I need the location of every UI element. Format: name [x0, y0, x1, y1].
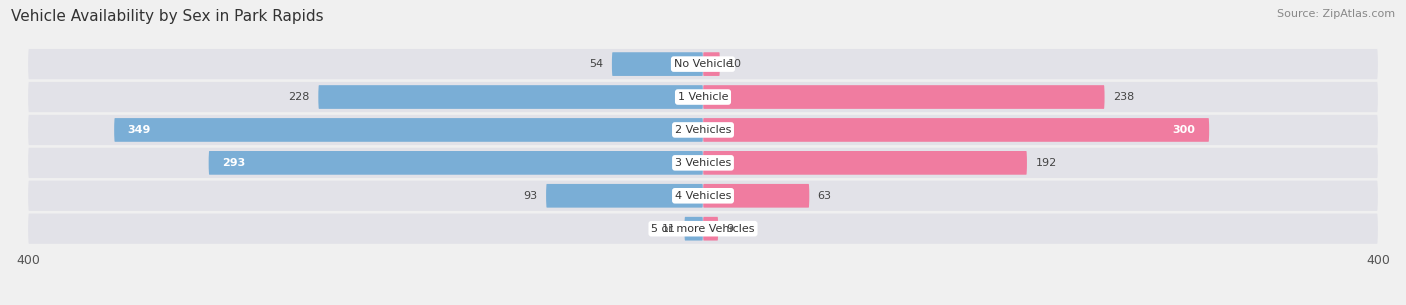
Text: 293: 293 [222, 158, 246, 168]
FancyBboxPatch shape [28, 115, 1378, 145]
FancyBboxPatch shape [208, 151, 703, 175]
Text: 349: 349 [128, 125, 150, 135]
FancyBboxPatch shape [28, 148, 1378, 178]
FancyBboxPatch shape [703, 217, 718, 241]
Text: 2 Vehicles: 2 Vehicles [675, 125, 731, 135]
FancyBboxPatch shape [703, 52, 720, 76]
Text: 5 or more Vehicles: 5 or more Vehicles [651, 224, 755, 234]
Text: 10: 10 [728, 59, 742, 69]
Text: 300: 300 [1173, 125, 1195, 135]
FancyBboxPatch shape [28, 181, 1378, 211]
FancyBboxPatch shape [703, 151, 1026, 175]
Text: Vehicle Availability by Sex in Park Rapids: Vehicle Availability by Sex in Park Rapi… [11, 9, 323, 24]
Text: No Vehicle: No Vehicle [673, 59, 733, 69]
FancyBboxPatch shape [28, 49, 1378, 79]
Text: Source: ZipAtlas.com: Source: ZipAtlas.com [1277, 9, 1395, 19]
Text: 1 Vehicle: 1 Vehicle [678, 92, 728, 102]
FancyBboxPatch shape [703, 85, 1105, 109]
Text: 238: 238 [1114, 92, 1135, 102]
Text: 11: 11 [662, 224, 676, 234]
FancyBboxPatch shape [318, 85, 703, 109]
FancyBboxPatch shape [703, 184, 810, 208]
FancyBboxPatch shape [546, 184, 703, 208]
Text: 4 Vehicles: 4 Vehicles [675, 191, 731, 201]
Text: 9: 9 [727, 224, 734, 234]
Text: 3 Vehicles: 3 Vehicles [675, 158, 731, 168]
FancyBboxPatch shape [685, 217, 703, 241]
Text: 93: 93 [523, 191, 537, 201]
FancyBboxPatch shape [28, 82, 1378, 112]
Text: 228: 228 [288, 92, 309, 102]
Text: 192: 192 [1035, 158, 1057, 168]
FancyBboxPatch shape [612, 52, 703, 76]
FancyBboxPatch shape [703, 118, 1209, 142]
Text: 63: 63 [818, 191, 832, 201]
Text: 54: 54 [589, 59, 603, 69]
FancyBboxPatch shape [114, 118, 703, 142]
FancyBboxPatch shape [28, 214, 1378, 244]
